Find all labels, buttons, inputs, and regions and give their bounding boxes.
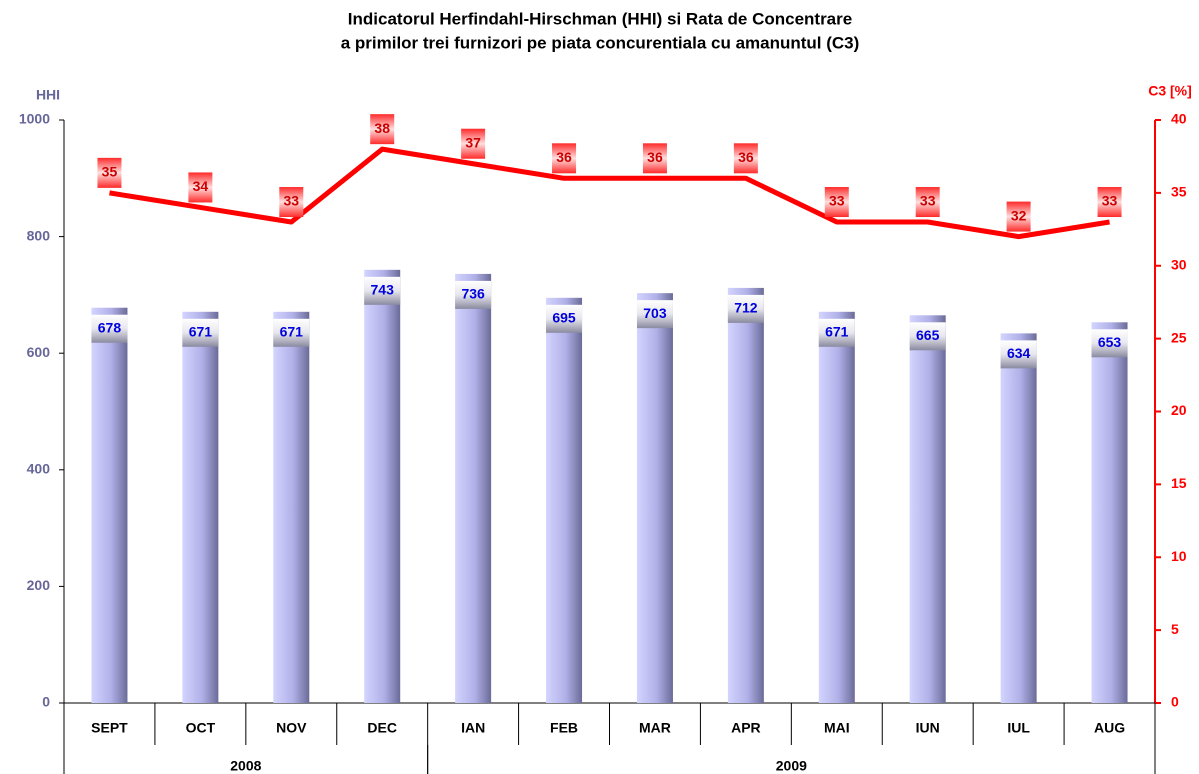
line bbox=[109, 146, 1110, 240]
bar-value-label: 653 bbox=[1098, 334, 1122, 350]
line-value-label: 32 bbox=[1011, 207, 1027, 223]
x-tick-label: IUN bbox=[916, 720, 940, 736]
y2-tick-label: 20 bbox=[1171, 402, 1187, 418]
line-value-label: 35 bbox=[102, 164, 118, 180]
bar-label-box bbox=[273, 318, 310, 347]
x-tick-label: SEPT bbox=[91, 720, 128, 736]
line-value-label: 34 bbox=[193, 178, 209, 194]
line-value-label: 36 bbox=[556, 149, 572, 165]
bar-label-box bbox=[1000, 340, 1037, 369]
line-value-label: 33 bbox=[1102, 193, 1118, 209]
chart-title: Indicatorul Herfindahl-Hirschman (HHI) s… bbox=[348, 9, 852, 28]
line-label-box bbox=[733, 143, 758, 174]
y2-tick-label: 10 bbox=[1171, 548, 1187, 564]
line-label-box bbox=[552, 143, 577, 174]
x-tick-label: FEB bbox=[550, 720, 578, 736]
bar bbox=[455, 273, 492, 703]
bar-value-label: 736 bbox=[461, 286, 485, 302]
line-label-box bbox=[824, 187, 849, 218]
bar bbox=[636, 293, 673, 703]
bar bbox=[91, 307, 128, 703]
bar-label-box bbox=[455, 280, 492, 309]
bar bbox=[273, 311, 310, 703]
y2-tick-label: 35 bbox=[1171, 184, 1187, 200]
y-tick-label: 600 bbox=[27, 344, 51, 360]
bar bbox=[546, 297, 583, 703]
x-tick-label: DEC bbox=[367, 720, 397, 736]
group-label: 2008 bbox=[230, 758, 261, 774]
line-label-box bbox=[461, 128, 486, 159]
x-tick-label: IUL bbox=[1007, 720, 1030, 736]
bar-label-box bbox=[1091, 329, 1128, 358]
bar-value-label: 712 bbox=[734, 300, 758, 316]
line-label-box bbox=[279, 187, 304, 218]
line-label-box bbox=[97, 157, 122, 188]
bar-label-box bbox=[727, 294, 764, 323]
bar bbox=[909, 315, 946, 703]
y-tick-label: 400 bbox=[27, 461, 51, 477]
bar-value-label: 703 bbox=[643, 305, 667, 321]
line-value-label: 33 bbox=[829, 193, 845, 209]
bar-value-label: 671 bbox=[280, 324, 304, 340]
y2-tick-label: 25 bbox=[1171, 329, 1187, 345]
bar bbox=[1091, 322, 1128, 703]
y-tick-label: 800 bbox=[27, 227, 51, 243]
line-label-box bbox=[188, 172, 213, 203]
bar-value-label: 634 bbox=[1007, 345, 1031, 361]
bar-label-box bbox=[636, 300, 673, 329]
x-tick-label: AUG bbox=[1094, 720, 1125, 736]
bar-label-box bbox=[818, 318, 855, 347]
bar-value-label: 678 bbox=[98, 319, 122, 335]
x-tick-label: MAI bbox=[824, 720, 850, 736]
y-tick-label: 0 bbox=[42, 694, 50, 710]
y-axis-label: HHI bbox=[36, 87, 60, 103]
y2-tick-label: 30 bbox=[1171, 256, 1187, 272]
line-label-box bbox=[915, 187, 940, 218]
bar-value-label: 665 bbox=[916, 327, 940, 343]
bar-value-label: 671 bbox=[825, 324, 849, 340]
line-value-label: 33 bbox=[920, 193, 936, 209]
line-value-label: 38 bbox=[374, 120, 390, 136]
y-tick-label: 200 bbox=[27, 577, 51, 593]
x-tick-label: MAR bbox=[639, 720, 671, 736]
bar bbox=[364, 269, 401, 703]
x-tick-label: NOV bbox=[276, 720, 307, 736]
y2-tick-label: 0 bbox=[1171, 694, 1179, 710]
bar bbox=[182, 311, 219, 703]
y-tick-label: 1000 bbox=[19, 111, 50, 127]
bar-value-label: 695 bbox=[552, 310, 576, 326]
y2-tick-label: 15 bbox=[1171, 475, 1187, 491]
y2-axis-label: C3 [%] bbox=[1148, 83, 1192, 99]
x-tick-label: APR bbox=[731, 720, 761, 736]
line-label-box bbox=[1006, 201, 1031, 232]
group-label: 2009 bbox=[776, 758, 807, 774]
y2-tick-label: 5 bbox=[1171, 621, 1179, 637]
bar-label-box bbox=[91, 314, 128, 343]
y2-tick-label: 40 bbox=[1171, 111, 1187, 127]
chart-title: a primilor trei furnizori pe piata concu… bbox=[341, 33, 860, 52]
bar-label-box bbox=[546, 304, 583, 333]
line-label-box bbox=[1097, 187, 1122, 218]
bar-value-label: 671 bbox=[189, 324, 213, 340]
bar bbox=[818, 311, 855, 703]
line-value-label: 36 bbox=[647, 149, 663, 165]
bar bbox=[1000, 333, 1037, 703]
bar-label-box bbox=[364, 276, 401, 305]
line-value-label: 36 bbox=[738, 149, 754, 165]
bar-label-box bbox=[182, 318, 219, 347]
bar bbox=[727, 287, 764, 703]
x-tick-label: IAN bbox=[461, 720, 485, 736]
line-value-label: 37 bbox=[465, 134, 481, 150]
line-label-box bbox=[642, 143, 667, 174]
bar-value-label: 743 bbox=[371, 282, 395, 298]
x-tick-label: OCT bbox=[186, 720, 216, 736]
bar-label-box bbox=[909, 322, 946, 351]
line-value-label: 33 bbox=[284, 193, 300, 209]
line-label-box bbox=[370, 114, 395, 145]
